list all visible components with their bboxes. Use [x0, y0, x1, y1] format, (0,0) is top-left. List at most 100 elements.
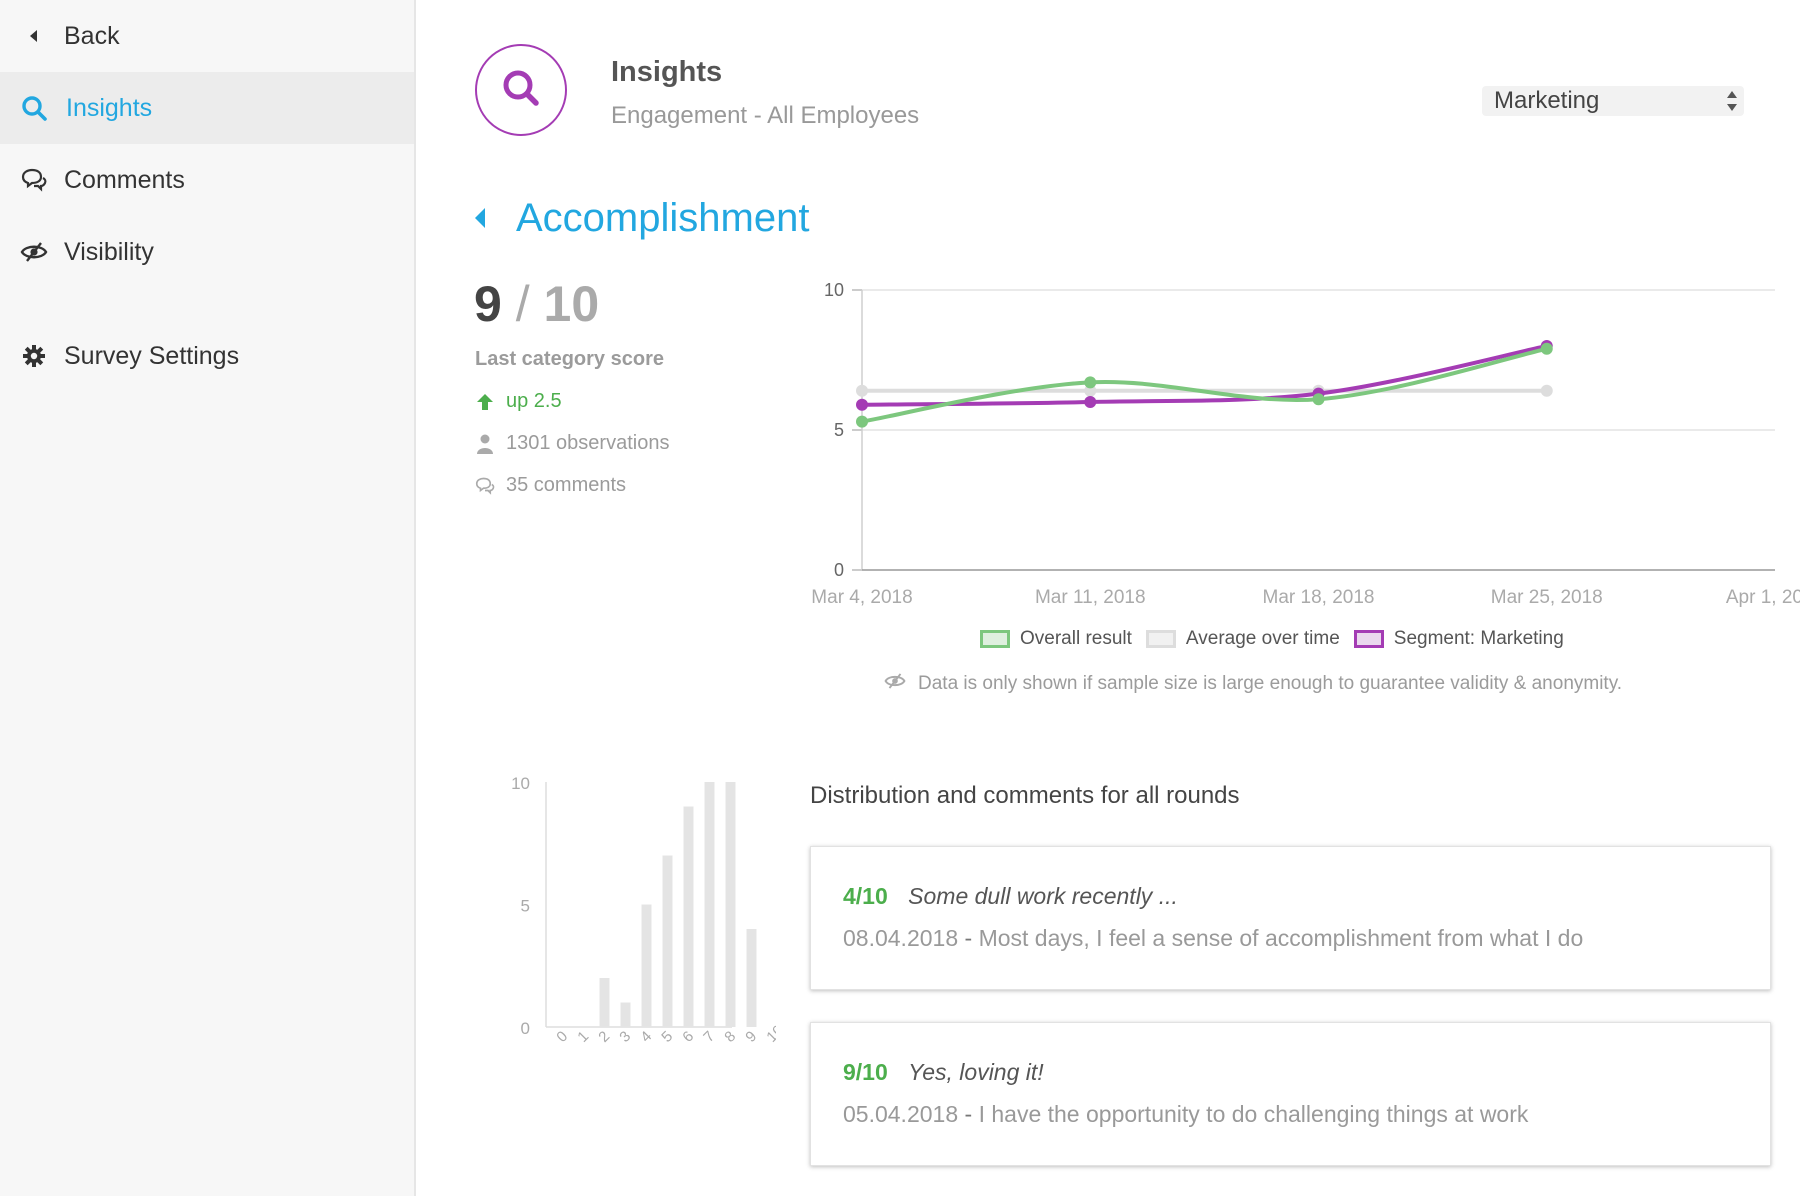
- x-tick-label: 2: [595, 1028, 613, 1046]
- anonymity-note-text: Data is only shown if sample size is lar…: [918, 673, 1623, 694]
- series-line: [861, 344, 1548, 407]
- x-tick-label: 10: [763, 1022, 776, 1046]
- x-tick-label: 7: [700, 1028, 718, 1046]
- comment-meta-row: 05.04.2018 - I have the opportunity to d…: [843, 1101, 1528, 1128]
- observations-stat: 1301 observations: [474, 432, 669, 455]
- sidebar-item-label: Insights: [66, 93, 153, 122]
- data-point: [1540, 342, 1553, 355]
- comment-date: 05.04.2018: [843, 1101, 959, 1127]
- sidebar-item-visibility[interactable]: Visibility: [0, 216, 414, 288]
- caret-left-icon: [20, 22, 48, 50]
- x-tick-label: 3: [616, 1028, 634, 1046]
- data-point: [856, 398, 868, 411]
- back-label: Back: [64, 21, 120, 50]
- score-label: Last category score: [475, 348, 664, 370]
- sidebar-item-survey-settings[interactable]: Survey Settings: [0, 320, 414, 392]
- comments-text: 35 comments: [506, 474, 627, 496]
- section-back-icon[interactable]: [473, 207, 487, 234]
- comment-headline: Yes, loving it!: [908, 1059, 1044, 1085]
- bar: [683, 806, 694, 1027]
- comment-headline: Some dull work recently ...: [908, 883, 1178, 909]
- legend-label: Segment: Marketing: [1393, 628, 1564, 649]
- x-tick-label: 4: [637, 1028, 655, 1046]
- section-title: Accomplishment: [516, 196, 810, 240]
- data-point: [1084, 384, 1097, 397]
- score-slash: /: [515, 276, 530, 332]
- legend-swatch: [1145, 630, 1176, 648]
- score-value: 9: [474, 276, 502, 332]
- select-arrows-icon: [1726, 89, 1738, 118]
- bar: [599, 978, 610, 1027]
- observations-text: 1301 observations: [506, 432, 670, 454]
- comment-separator: -: [964, 1101, 979, 1127]
- x-tick-label: Apr 1, 2018: [1726, 587, 1800, 608]
- sidebar-item-insights[interactable]: Insights: [0, 72, 414, 144]
- line-chart: 0 5 10 Mar 4, 2018 Mar 11, 2018 Mar 18, 2018 M…: [811, 280, 1800, 608]
- sidebar: Back Insights Comments Visibility Survey…: [0, 0, 416, 1196]
- user-icon: [474, 433, 496, 455]
- x-tick-label: Mar 11, 2018: [1035, 587, 1146, 608]
- y-tick-label: 0: [834, 560, 844, 580]
- y-tick-label: 10: [511, 774, 530, 793]
- bar: [620, 1002, 631, 1027]
- back-button[interactable]: Back: [0, 0, 414, 72]
- bar: [746, 929, 757, 1027]
- legend-segment-marketing[interactable]: Segment: Marketing: [1353, 628, 1564, 650]
- x-tick-label: Mar 4, 2018: [811, 587, 912, 608]
- eye-slash-icon: [884, 672, 906, 696]
- eye-slash-icon: [20, 238, 48, 266]
- sidebar-item-label: Comments: [64, 165, 185, 194]
- data-point: [1312, 393, 1325, 406]
- trend-text: up 2.5: [506, 390, 562, 412]
- series-line: [861, 346, 1548, 424]
- comment-headline-row: 4/10 Some dull work recently ...: [843, 883, 1178, 910]
- score-max: 10: [543, 276, 600, 332]
- y-tick-label: 5: [521, 897, 530, 916]
- comments-icon: [20, 166, 48, 194]
- bar: [641, 904, 652, 1027]
- comment-date: 08.04.2018: [843, 925, 959, 951]
- comment-score: 4/10: [843, 883, 888, 909]
- comment-separator: -: [964, 925, 979, 951]
- data-point: [856, 384, 868, 397]
- sidebar-item-comments[interactable]: Comments: [0, 144, 414, 216]
- x-tick-label: 8: [721, 1028, 739, 1046]
- comment-question: I have the opportunity to do challenging…: [978, 1101, 1529, 1127]
- legend-average-over-time[interactable]: Average over time: [1145, 628, 1340, 650]
- data-point: [1084, 376, 1097, 389]
- page-subtitle: Engagement - All Employees: [611, 102, 920, 129]
- search-icon: [501, 68, 541, 113]
- comments-icon: [474, 475, 496, 497]
- y-tick-label: 0: [521, 1019, 530, 1038]
- comment-card[interactable]: 9/10 Yes, loving it! 05.04.2018 - I have…: [810, 1022, 1771, 1166]
- legend-label: Overall result: [1020, 628, 1132, 649]
- legend-swatch: [1353, 630, 1384, 648]
- chart-legend: Overall result Average over time Segment…: [980, 628, 1578, 650]
- sidebar-item-label: Survey Settings: [64, 341, 240, 370]
- bar: [662, 855, 673, 1027]
- segment-select-value: Marketing: [1494, 87, 1600, 114]
- x-tick-label: 9: [742, 1028, 760, 1046]
- legend-label: Average over time: [1185, 628, 1340, 649]
- legend-swatch: [980, 630, 1010, 648]
- x-tick-label: Mar 25, 2018: [1491, 587, 1603, 608]
- x-tick-label: 0: [553, 1028, 571, 1046]
- sidebar-item-label: Visibility: [64, 237, 154, 266]
- x-tick-label: 1: [574, 1028, 592, 1046]
- x-tick-label: Mar 18, 2018: [1263, 587, 1375, 608]
- comment-question: Most days, I feel a sense of accomplishm…: [978, 925, 1584, 951]
- x-tick-label: 6: [679, 1028, 697, 1046]
- comment-headline-row: 9/10 Yes, loving it!: [843, 1059, 1044, 1086]
- data-point: [856, 415, 868, 428]
- y-tick-label: 5: [834, 420, 844, 440]
- comments-stat: 35 comments: [474, 474, 626, 497]
- legend-overall-result[interactable]: Overall result: [980, 628, 1132, 650]
- bar: [704, 782, 715, 1027]
- segment-select[interactable]: Marketing: [1482, 86, 1744, 116]
- comment-meta-row: 08.04.2018 - Most days, I feel a sense o…: [843, 925, 1583, 952]
- anonymity-note: Data is only shown if sample size is lar…: [884, 672, 1622, 696]
- page-title: Insights: [611, 56, 723, 88]
- insights-logo: [475, 44, 567, 136]
- comment-card[interactable]: 4/10 Some dull work recently ... 08.04.2…: [810, 846, 1771, 990]
